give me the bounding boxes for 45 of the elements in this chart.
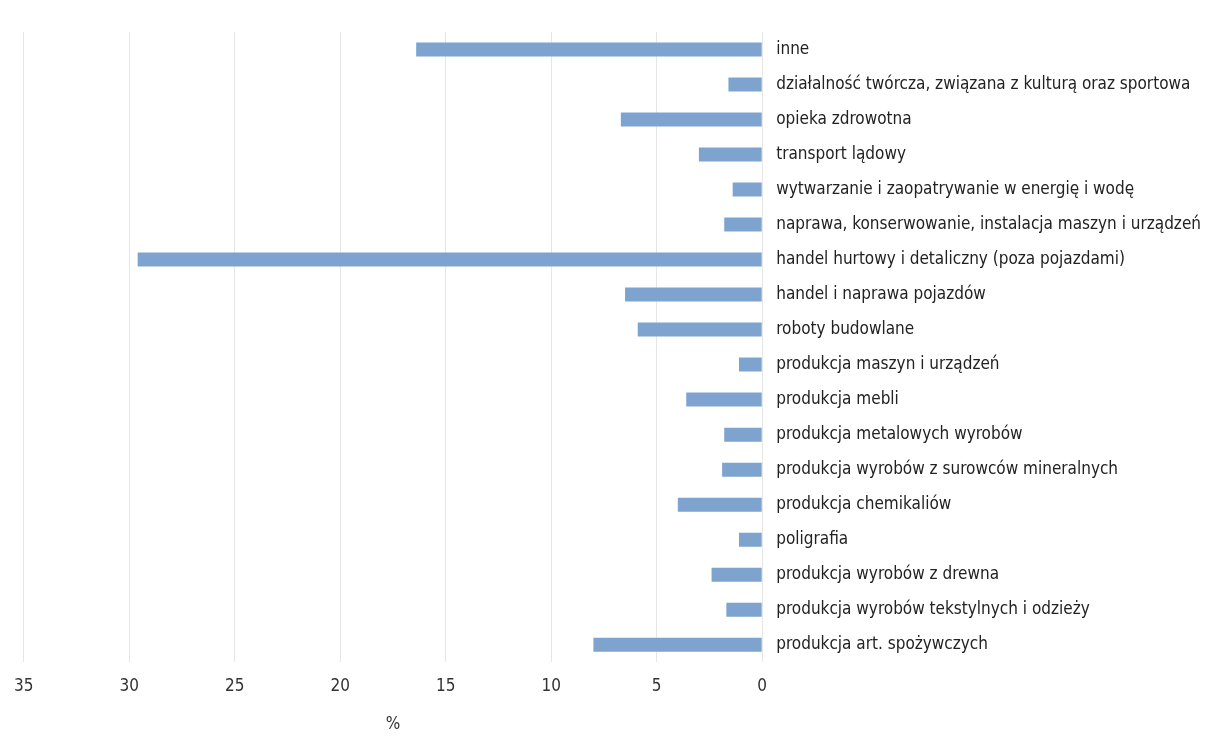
y-tick-label: produkcja wyrobów tekstylnych i odzieży (776, 598, 1090, 619)
bar (686, 392, 762, 407)
x-tick-label: 25 (224, 674, 245, 695)
bar (625, 287, 762, 302)
bar (593, 637, 762, 652)
y-tick-label: poligrafia (776, 528, 849, 549)
y-tick-label: produkcja chemikaliów (776, 493, 952, 514)
bar (724, 427, 762, 442)
bar (637, 322, 762, 337)
y-tick-label: produkcja wyrobów z surowców mineralnych (776, 458, 1119, 479)
bar (726, 602, 762, 617)
bar (732, 182, 762, 197)
x-tick-label: 10 (541, 674, 561, 695)
x-axis-title: % (385, 713, 401, 734)
x-tick-label: 15 (435, 674, 456, 695)
y-tick-label: inne (776, 37, 810, 58)
x-tick-label: 5 (651, 674, 662, 695)
bar (677, 497, 762, 512)
y-tick-label: wytwarzanie i zaopatrywanie w energię i wodę (776, 177, 1135, 198)
x-tick-label: 35 (13, 674, 34, 695)
x-tick-label: 30 (119, 674, 139, 695)
y-tick-label: produkcja art. spożywczych (776, 633, 988, 654)
x-tick-label: 20 (330, 674, 350, 695)
bar (620, 112, 762, 127)
y-tick-label: produkcja maszyn i urządzeń (776, 353, 1000, 374)
y-tick-label: roboty budowlane (776, 318, 915, 339)
y-tick-label: produkcja mebli (776, 388, 899, 409)
bar (711, 567, 762, 582)
y-tick-label: naprawa, konserwowanie, instalacja maszyn i urządzeń (776, 212, 1201, 233)
x-tick-label: 0 (757, 674, 768, 695)
bar (698, 147, 762, 162)
y-tick-label: produkcja wyrobów z drewna (776, 563, 1000, 584)
y-tick-label: handel hurtowy i detaliczny (poza pojazdami) (776, 247, 1125, 268)
y-tick-label: działalność twórcza, związana z kulturą oraz sportowa (776, 72, 1191, 93)
y-tick-label: opieka zdrowotna (776, 107, 912, 128)
y-tick-label: produkcja metalowych wyrobów (776, 423, 1023, 444)
bar (739, 357, 762, 372)
bar (728, 77, 762, 92)
bar (416, 42, 762, 57)
y-tick-label: transport lądowy (776, 142, 906, 163)
bar (724, 217, 762, 232)
y-tick-label: handel i naprawa pojazdów (776, 283, 986, 304)
bar (739, 532, 762, 547)
bar (722, 462, 762, 477)
bar (137, 252, 762, 267)
